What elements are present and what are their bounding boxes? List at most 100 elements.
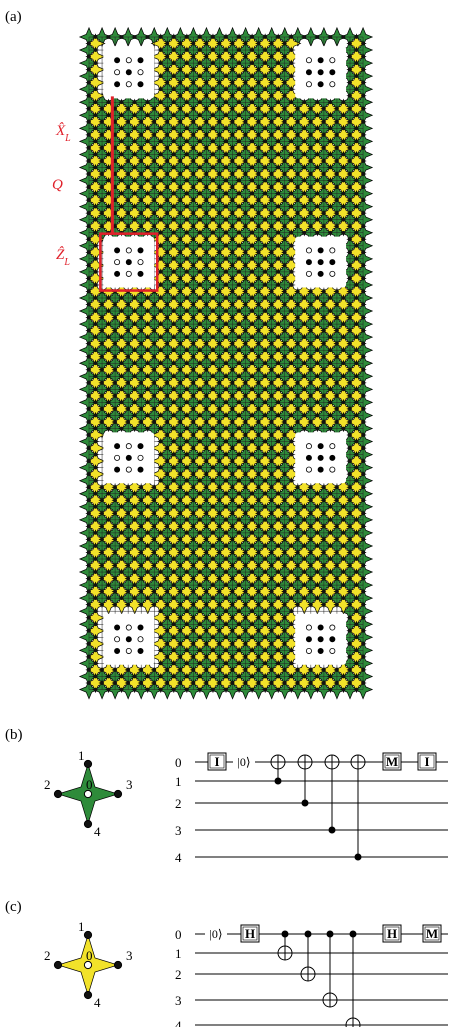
data-qubit — [165, 276, 170, 281]
data-qubit — [198, 400, 202, 405]
data-qubit — [217, 315, 222, 320]
data-qubit — [335, 407, 339, 411]
data-qubit — [178, 80, 183, 85]
data-qubit — [328, 139, 333, 144]
data-qubit — [132, 687, 137, 692]
data-qubit — [171, 517, 176, 522]
hole-qubit — [125, 636, 132, 643]
data-qubit — [295, 185, 300, 189]
data-qubit — [276, 609, 281, 614]
data-qubit — [302, 504, 307, 509]
data-qubit — [230, 472, 235, 477]
data-qubit — [178, 67, 183, 72]
data-qubit — [178, 198, 183, 203]
data-qubit — [139, 146, 144, 150]
data-qubit — [250, 309, 255, 313]
data-qubit — [282, 602, 287, 607]
data-qubit — [289, 230, 294, 235]
data-qubit — [126, 106, 131, 111]
x-plaquette — [137, 216, 158, 237]
data-qubit — [282, 367, 287, 372]
data-qubit — [165, 315, 170, 320]
x-plaquette — [228, 672, 250, 694]
data-qubit — [184, 491, 189, 496]
data-qubit — [126, 119, 131, 124]
data-qubit — [256, 641, 261, 646]
hole-qubit — [305, 81, 312, 88]
data-qubit — [100, 146, 104, 150]
data-qubit — [341, 674, 346, 679]
data-qubit — [119, 113, 124, 118]
data-qubit — [276, 635, 281, 640]
data-qubit — [230, 628, 235, 633]
data-qubit — [315, 583, 320, 587]
data-qubit — [106, 204, 111, 209]
data-qubit — [276, 400, 281, 405]
data-qubit — [178, 159, 183, 163]
data-qubit — [289, 204, 294, 209]
data-qubit — [184, 609, 189, 614]
data-qubit — [230, 615, 235, 620]
data-qubit — [178, 498, 183, 503]
data-qubit — [100, 498, 104, 503]
data-qubit — [289, 661, 294, 666]
data-qubit — [158, 596, 163, 601]
data-qubit — [341, 570, 346, 574]
data-qubit — [256, 198, 261, 203]
data-qubit — [263, 296, 268, 300]
data-qubit — [276, 165, 281, 170]
cnot-control — [349, 930, 357, 938]
data-qubit — [139, 198, 144, 203]
data-qubit — [184, 296, 189, 300]
data-qubit — [315, 387, 320, 392]
data-qubit — [113, 602, 117, 607]
data-qubit — [250, 361, 255, 366]
data-qubit — [276, 322, 281, 326]
x-plaquette — [150, 672, 171, 694]
data-qubit — [184, 113, 189, 118]
data-qubit — [243, 289, 248, 294]
data-qubit — [106, 557, 111, 561]
data-qubit — [302, 570, 307, 574]
data-qubit — [83, 819, 93, 829]
data-qubit — [315, 517, 320, 522]
data-qubit — [250, 622, 255, 627]
data-qubit — [191, 681, 196, 685]
data-qubit — [263, 48, 268, 52]
data-qubit — [341, 504, 346, 509]
data-qubit — [106, 400, 111, 405]
data-qubit — [289, 152, 294, 157]
data-qubit — [269, 302, 274, 307]
data-qubit — [361, 263, 365, 268]
data-qubit — [243, 628, 248, 633]
data-qubit — [243, 615, 248, 620]
data-qubit — [348, 472, 352, 477]
data-qubit — [204, 315, 209, 320]
data-qubit — [348, 446, 352, 450]
data-qubit — [126, 380, 131, 385]
data-qubit — [348, 146, 352, 150]
data-qubit — [289, 126, 294, 131]
data-qubit — [341, 348, 346, 353]
data-qubit — [132, 361, 137, 366]
data-qubit — [354, 126, 359, 131]
data-qubit — [198, 517, 202, 522]
data-qubit — [139, 354, 144, 359]
data-qubit — [184, 256, 189, 261]
data-qubit — [106, 322, 111, 326]
data-qubit — [191, 498, 196, 503]
data-qubit — [335, 498, 339, 503]
data-qubit — [191, 459, 196, 464]
data-qubit — [335, 146, 339, 150]
data-qubit — [250, 596, 255, 601]
data-qubit — [171, 243, 176, 248]
data-qubit — [354, 583, 359, 587]
data-qubit — [126, 550, 131, 555]
hole-qubit — [114, 443, 121, 450]
data-qubit — [282, 681, 287, 685]
data-qubit — [237, 139, 241, 144]
data-qubit — [191, 407, 196, 411]
x-plaquette — [85, 672, 106, 694]
data-qubit — [250, 243, 255, 248]
x-plaquette — [242, 672, 263, 694]
